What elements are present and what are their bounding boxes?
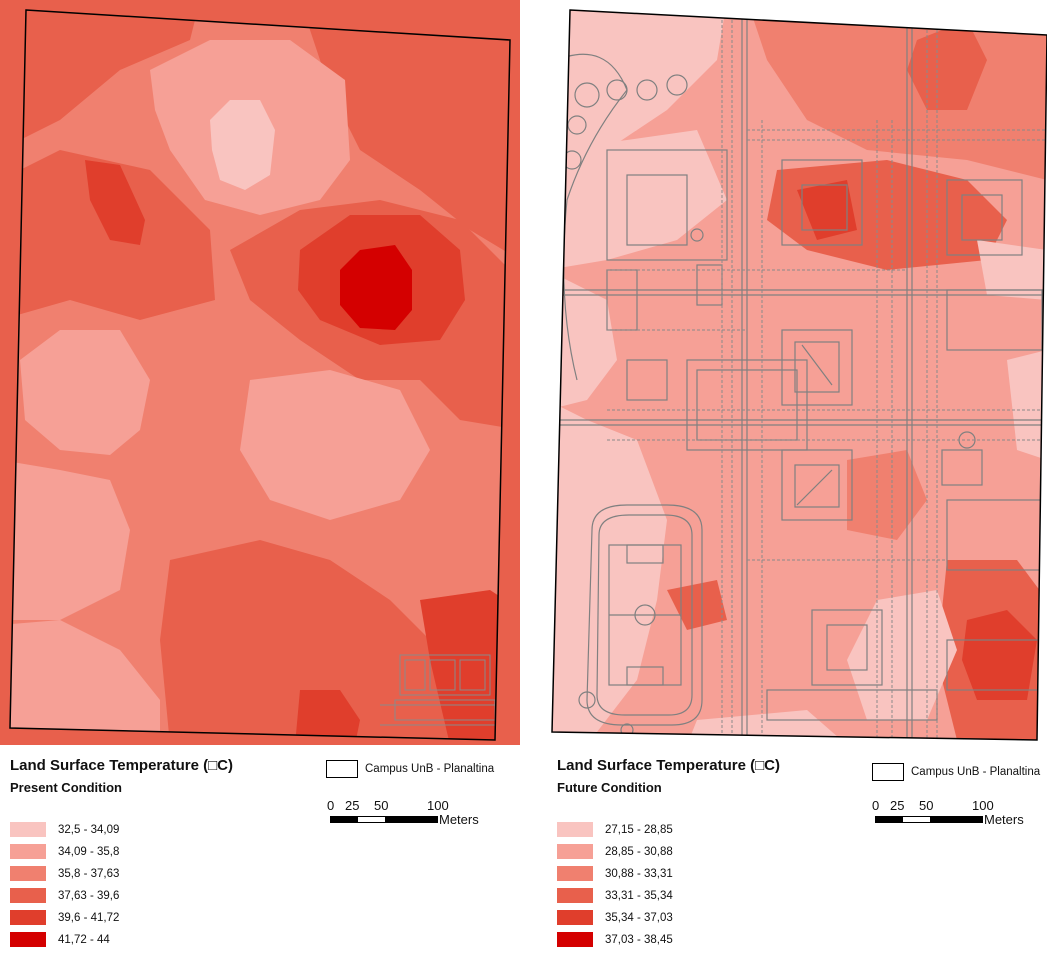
legend-label: 30,88 - 33,31 (605, 867, 673, 880)
scale-tick-label: 0 (327, 798, 335, 813)
scale-tick-label: 25 (890, 798, 905, 813)
legend-item: 28,85 - 30,88 (557, 844, 673, 859)
legend-swatch (10, 866, 46, 881)
legend-item: 39,6 - 41,72 (10, 910, 119, 925)
legend-swatch (557, 822, 593, 837)
boundary-label: Campus UnB - Planaltina (911, 766, 1041, 778)
legend-swatch (10, 910, 46, 925)
legend-swatch (557, 910, 593, 925)
legend-label: 35,8 - 37,63 (58, 867, 120, 880)
legend-swatch (10, 822, 46, 837)
scale-tick-label: 100 (427, 798, 449, 813)
boundary-swatch (326, 760, 358, 778)
legend-swatch (10, 932, 46, 947)
legend-swatch (557, 866, 593, 881)
boundary-legend: Campus UnB - Planaltina (326, 760, 494, 778)
legend-label: 35,34 - 37,03 (605, 911, 673, 924)
legend-label: 37,63 - 39,6 (58, 889, 120, 902)
scale-tick-label: 50 (919, 798, 934, 813)
legend-item: 35,34 - 37,03 (557, 910, 673, 925)
scale-unit: Meters (439, 812, 479, 827)
legend-item: 37,03 - 38,45 (557, 932, 673, 947)
present-temperature-map (0, 0, 520, 745)
legend-label: 33,31 - 35,34 (605, 889, 673, 902)
legend-item: 34,09 - 35,8 (10, 844, 119, 859)
legend-label: 41,72 - 44 (58, 933, 110, 946)
campus-boundary (9, 9, 511, 741)
scale-unit: Meters (984, 812, 1024, 827)
legend-condition: Present Condition (10, 780, 122, 795)
legend-swatch (557, 932, 593, 947)
boundary-legend: Campus UnB - Planaltina (872, 763, 1040, 781)
legend-label: 32,5 - 34,09 (58, 823, 120, 836)
boundary-label: Campus UnB - Planaltina (365, 763, 495, 775)
legend-swatch (557, 888, 593, 903)
legend-item: 27,15 - 28,85 (557, 822, 673, 837)
legend-item: 41,72 - 44 (10, 932, 110, 947)
legend-item: 33,31 - 35,34 (557, 888, 673, 903)
legend-item: 32,5 - 34,09 (10, 822, 119, 837)
legend-label: 39,6 - 41,72 (58, 911, 120, 924)
legend-label: 28,85 - 30,88 (605, 845, 673, 858)
tree-rows (607, 10, 1047, 740)
legend-label: 34,09 - 35,8 (58, 845, 120, 858)
present-condition-panel: Land Surface Temperature (□C) Present Co… (0, 0, 520, 953)
legend-swatch (10, 844, 46, 859)
legend-item: 30,88 - 33,31 (557, 866, 673, 881)
legend-title: Land Surface Temperature (□C) (557, 757, 780, 774)
legend-swatch (10, 888, 46, 903)
legend-swatch (557, 844, 593, 859)
legend-condition: Future Condition (557, 780, 662, 795)
scale-tick-label: 0 (872, 798, 880, 813)
legend-label: 27,15 - 28,85 (605, 823, 673, 836)
legend-item: 35,8 - 37,63 (10, 866, 119, 881)
legend-item: 37,63 - 39,6 (10, 888, 119, 903)
scale-tick-label: 50 (374, 798, 389, 813)
legend-title: Land Surface Temperature (□C) (10, 757, 233, 774)
campus-layout-overlay (552, 10, 1047, 740)
boundary-swatch (872, 763, 904, 781)
campus-boundary (551, 9, 1047, 741)
legend-label: 37,03 - 38,45 (605, 933, 673, 946)
future-temperature-map (547, 0, 1047, 745)
scale-tick-label: 25 (345, 798, 360, 813)
future-condition-panel: Land Surface Temperature (□C) Future Con… (547, 0, 1047, 953)
scale-tick-label: 100 (972, 798, 994, 813)
